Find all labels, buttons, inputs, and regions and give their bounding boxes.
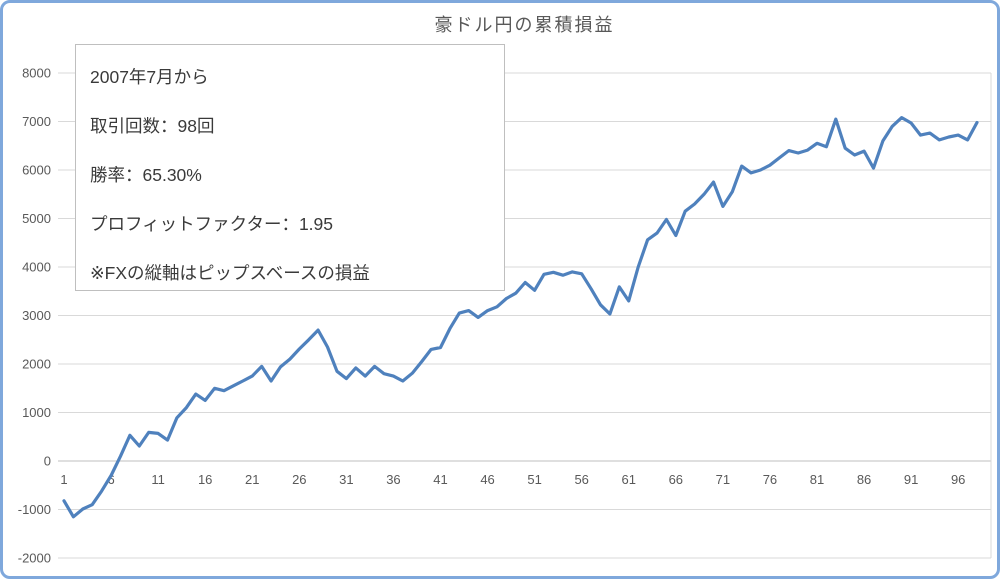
y-tick-label: 3000 [22,308,51,323]
y-tick-label: 8000 [22,66,51,81]
annotation-win-rate: 勝率：65.30% [90,165,202,185]
x-tick-label: 6 [107,472,114,487]
y-tick-label: 5000 [22,211,51,226]
y-tick-label: 6000 [22,163,51,178]
y-tick-label: 1000 [22,405,51,420]
y-tick-label: -1000 [18,502,51,517]
x-tick-label: 56 [574,472,588,487]
annotation-profit-factor: プロフィットファクター：1.95 [90,214,334,234]
x-tick-label: 91 [904,472,918,487]
annotation-axis-note: ※FXの縦軸はピップスベースの損益 [90,263,370,283]
x-tick-label: 61 [622,472,636,487]
x-tick-label: 21 [245,472,259,487]
y-tick-label: 4000 [22,260,51,275]
x-tick-label: 71 [716,472,730,487]
x-tick-label: 36 [386,472,400,487]
x-tick-label: 66 [669,472,683,487]
y-tick-label: -2000 [18,551,51,566]
x-tick-label: 16 [198,472,212,487]
y-tick-label: 0 [44,454,51,469]
x-tick-label: 81 [810,472,824,487]
x-tick-label: 1 [60,472,67,487]
x-tick-label: 96 [951,472,965,487]
x-tick-label: 31 [339,472,353,487]
y-tick-label: 7000 [22,114,51,129]
annotation-box: 2007年7月から 取引回数：98回 勝率：65.30% プロフィットファクター… [75,44,505,291]
x-tick-label: 26 [292,472,306,487]
annotation-trade-count: 取引回数：98回 [90,116,215,136]
x-tick-label: 41 [433,472,447,487]
chart-title: 豪ドル円の累積損益 [434,15,615,35]
x-tick-label: 51 [527,472,541,487]
x-tick-label: 76 [763,472,777,487]
annotation-start-date: 2007年7月から [90,67,209,87]
pnl-series-line [62,115,979,519]
x-tick-label: 11 [151,472,165,487]
x-tick-label: 86 [857,472,871,487]
y-tick-label: 2000 [22,357,51,372]
x-tick-label: 46 [480,472,494,487]
